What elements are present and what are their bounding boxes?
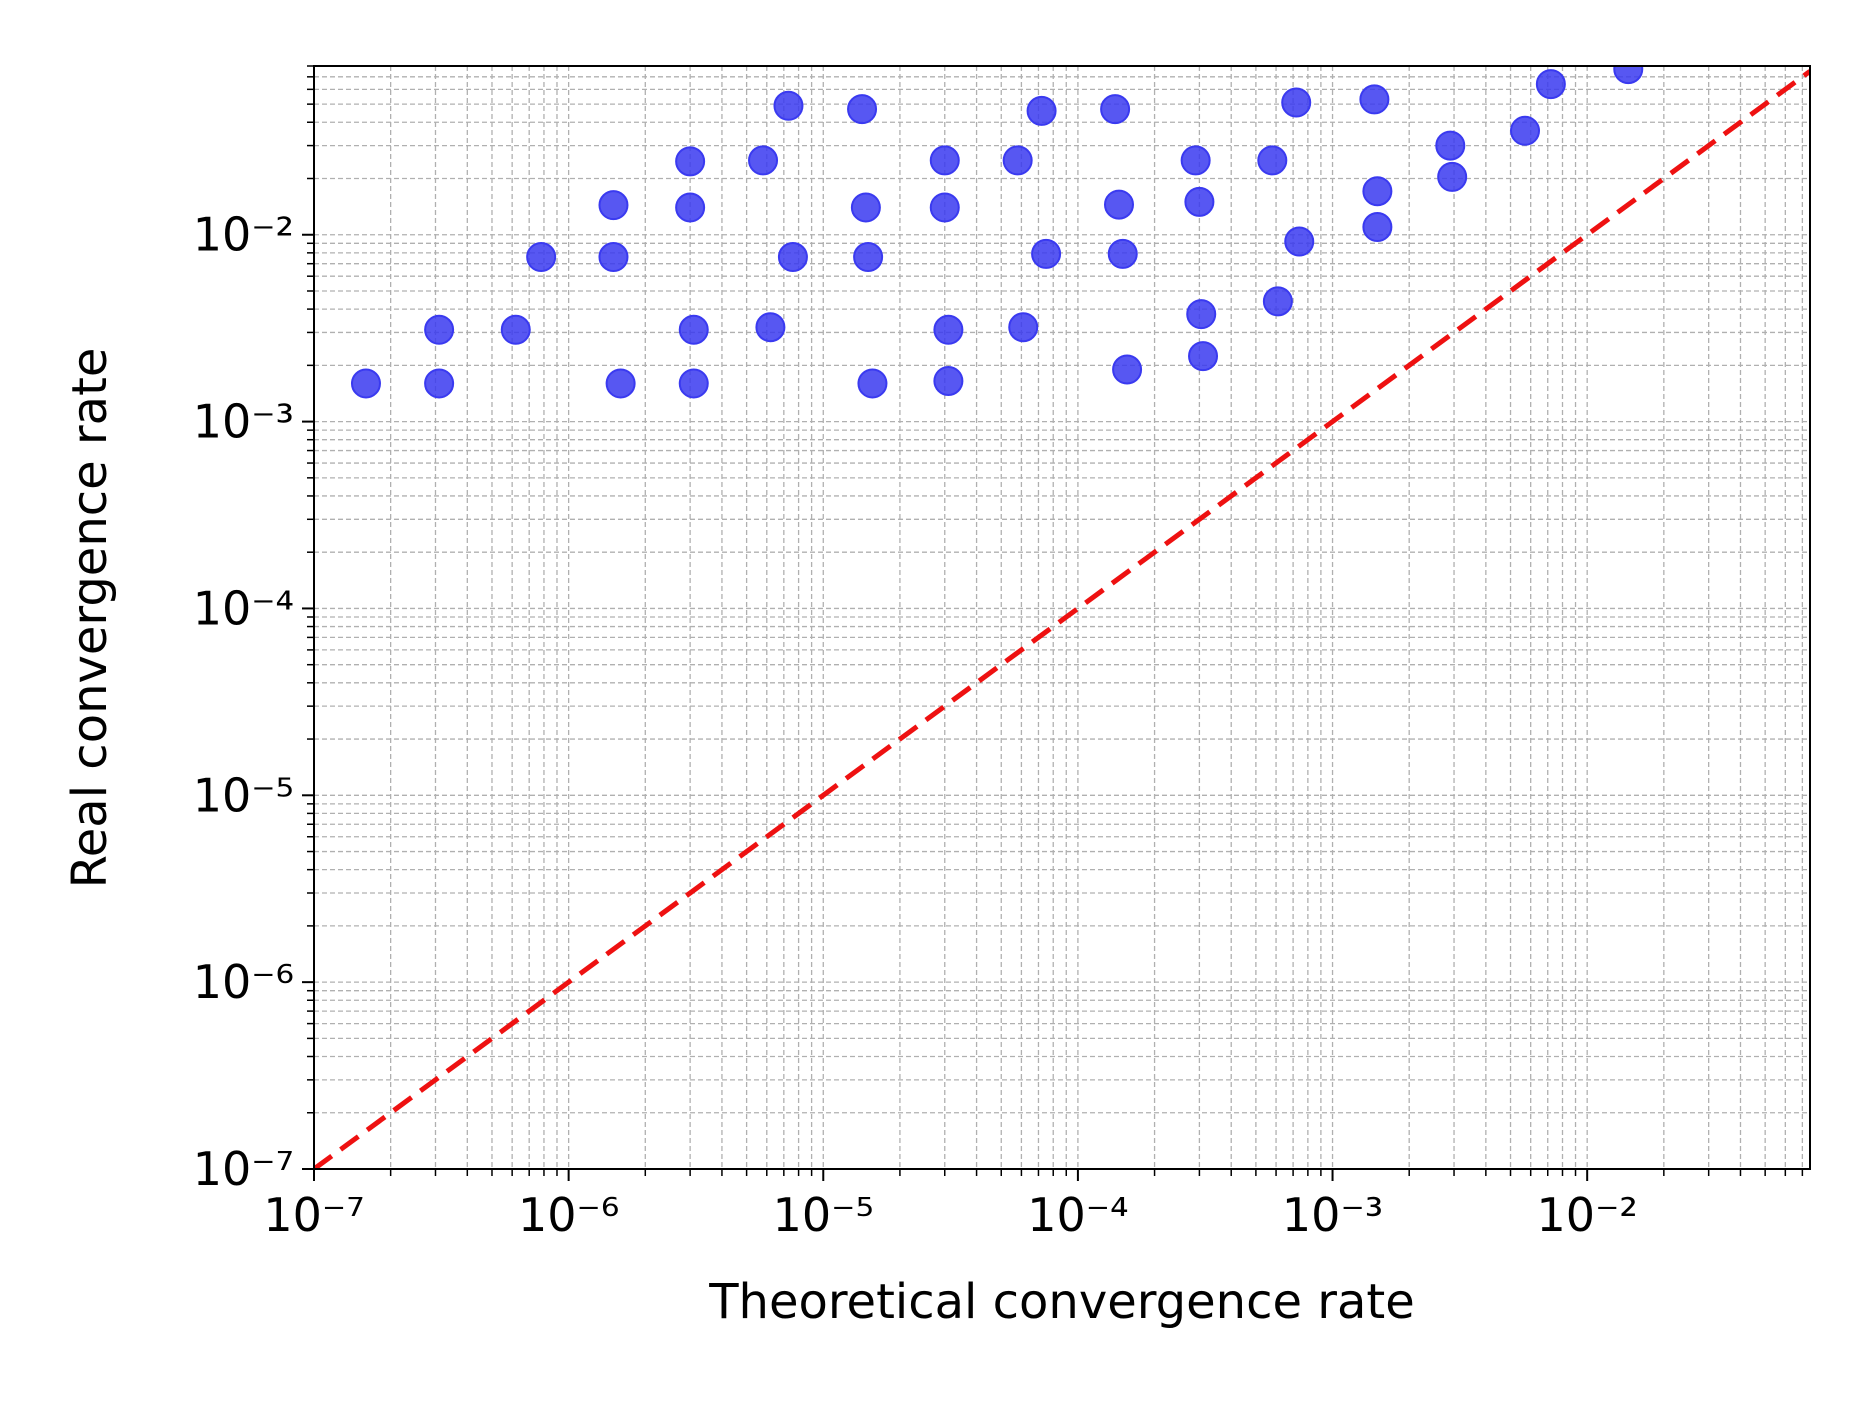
x-tick-label: 10⁻⁷: [263, 1188, 364, 1242]
x-tick-label: 10⁻⁵: [773, 1188, 874, 1242]
x-axis-label: Theoretical convergence rate: [708, 1274, 1415, 1330]
point: [1100, 94, 1131, 125]
point: [853, 242, 884, 273]
point: [1186, 299, 1217, 330]
point: [933, 365, 964, 396]
point: [1107, 238, 1138, 269]
point: [678, 368, 709, 399]
point: [675, 146, 706, 177]
point: [777, 242, 808, 273]
y-tick-label: 10⁻⁶: [193, 955, 294, 1009]
point: [773, 90, 804, 121]
point: [1026, 95, 1057, 126]
x-tick-label: 10⁻³: [1282, 1188, 1383, 1242]
point: [1510, 115, 1541, 146]
y-axis-label: Real convergence rate: [62, 348, 118, 889]
x-tick-label: 10⁻⁴: [1027, 1188, 1128, 1242]
point: [675, 192, 706, 223]
point: [1002, 145, 1033, 176]
point: [526, 242, 557, 273]
y-tick-label: 10⁻³: [193, 395, 294, 449]
point: [678, 314, 709, 345]
point: [1613, 66, 1644, 85]
point: [748, 145, 779, 176]
point: [1284, 226, 1315, 257]
point: [500, 314, 531, 345]
point: [1359, 84, 1390, 115]
point: [1112, 354, 1143, 385]
point: [424, 368, 455, 399]
point: [350, 368, 381, 399]
point: [1535, 69, 1566, 100]
reference-line: [314, 69, 1810, 1169]
point: [1281, 87, 1312, 118]
point: [929, 145, 960, 176]
point: [933, 314, 964, 345]
point: [847, 94, 878, 125]
point: [1362, 212, 1393, 243]
point: [605, 368, 636, 399]
x-tick-label: 10⁻⁶: [518, 1188, 619, 1242]
y-tick-label: 10⁻⁷: [193, 1142, 294, 1196]
point: [1188, 341, 1219, 372]
y-tick-label: 10⁻²: [193, 208, 294, 262]
point: [1257, 145, 1288, 176]
point: [1435, 130, 1466, 161]
point: [929, 192, 960, 223]
point: [1103, 189, 1134, 220]
x-tick-label: 10⁻²: [1537, 1188, 1638, 1242]
y-tick-label: 10⁻⁵: [193, 768, 294, 822]
point: [424, 314, 455, 345]
point: [1031, 238, 1062, 269]
point: [1362, 176, 1393, 207]
plot-area: [314, 66, 1810, 1169]
point: [1437, 161, 1468, 192]
point: [850, 192, 881, 223]
y-tick-label: 10⁻⁴: [193, 581, 294, 635]
point: [598, 190, 629, 221]
point: [1184, 186, 1215, 217]
point: [1262, 286, 1293, 317]
plot-frame: [313, 65, 1811, 1170]
point: [1180, 145, 1211, 176]
point: [857, 368, 888, 399]
point: [598, 242, 629, 273]
point: [755, 312, 786, 343]
point: [1008, 312, 1039, 343]
